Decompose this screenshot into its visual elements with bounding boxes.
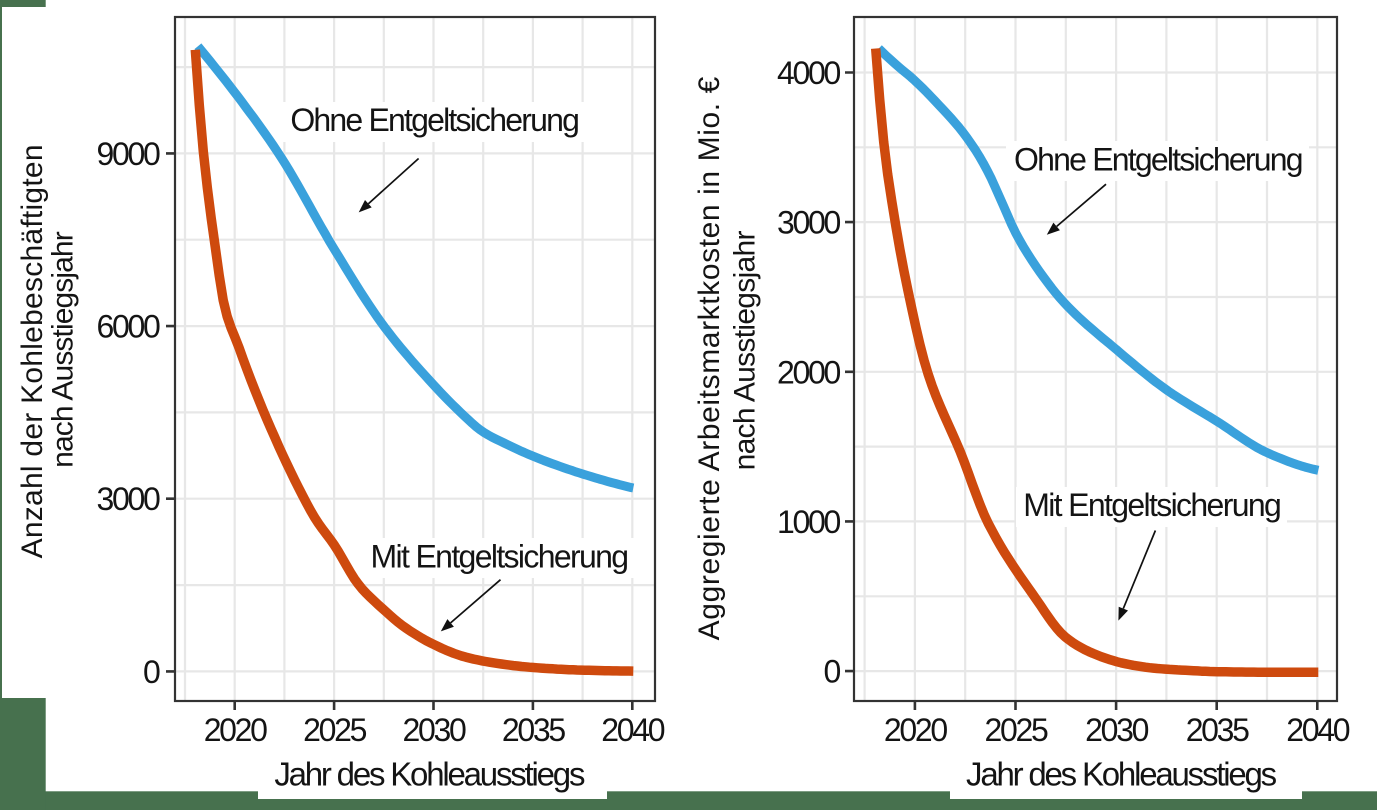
svg-text:2040: 2040 <box>1286 712 1349 748</box>
svg-text:Aggregierte Arbeitsmarktkosten: Aggregierte Arbeitsmarktkosten in Mio. € <box>693 76 726 640</box>
svg-text:Mit Entgeltsicherung: Mit Entgeltsicherung <box>371 539 628 575</box>
svg-text:2025: 2025 <box>303 712 366 748</box>
svg-text:0: 0 <box>143 654 160 690</box>
svg-text:Ohne Entgeltsicherung: Ohne Entgeltsicherung <box>1014 142 1302 178</box>
svg-text:3000: 3000 <box>97 481 160 517</box>
svg-text:2000: 2000 <box>777 354 840 390</box>
svg-text:6000: 6000 <box>97 309 160 345</box>
svg-text:nach Ausstiegsjahr: nach Ausstiegsjahr <box>729 230 762 470</box>
svg-text:Anzahl der Kohlebeschäftigten: Anzahl der Kohlebeschäftigten <box>16 144 49 558</box>
svg-text:Jahr des Kohleausstiegs: Jahr des Kohleausstiegs <box>966 756 1277 793</box>
svg-text:1000: 1000 <box>777 504 840 540</box>
svg-text:0: 0 <box>824 654 841 690</box>
svg-text:2040: 2040 <box>601 712 664 748</box>
svg-text:nach Ausstiegsjahr: nach Ausstiegsjahr <box>46 231 79 468</box>
svg-text:2030: 2030 <box>403 712 466 748</box>
svg-text:Jahr des Kohleausstiegs: Jahr des Kohleausstiegs <box>274 756 585 793</box>
svg-text:Ohne Entgeltsicherung: Ohne Entgeltsicherung <box>290 102 578 138</box>
svg-text:4000: 4000 <box>777 55 840 91</box>
svg-text:9000: 9000 <box>97 136 160 172</box>
svg-text:3000: 3000 <box>777 205 840 241</box>
svg-text:2035: 2035 <box>1186 712 1249 748</box>
svg-text:2035: 2035 <box>502 712 565 748</box>
svg-text:2025: 2025 <box>985 712 1048 748</box>
svg-text:2020: 2020 <box>204 712 267 748</box>
svg-text:2020: 2020 <box>884 712 947 748</box>
svg-text:Mit Entgeltsicherung: Mit Entgeltsicherung <box>1023 487 1280 523</box>
svg-text:2030: 2030 <box>1085 712 1148 748</box>
